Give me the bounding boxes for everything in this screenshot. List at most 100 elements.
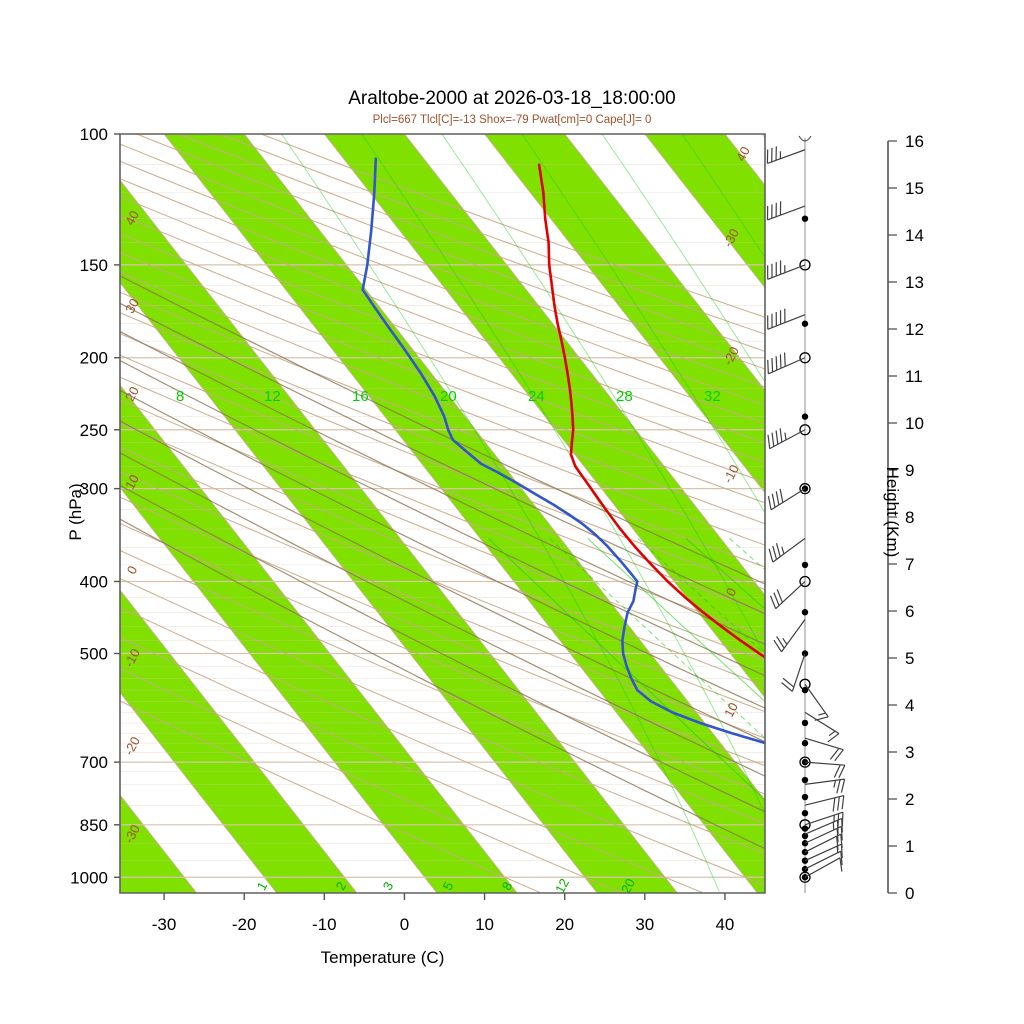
isotherm-line: [120, 134, 678, 893]
wind-barb-shaft: [804, 817, 843, 835]
wind-barb-full: [779, 354, 782, 369]
wind-barb-full: [814, 716, 829, 721]
mixing-ratio-label-mid: 20: [440, 388, 457, 405]
pressure-tick-label: 100: [80, 125, 108, 144]
dry-adiabat: [120, 134, 765, 893]
isotherm-value-label: 40: [733, 144, 753, 164]
dry-adiabat: [120, 134, 765, 893]
wind-level-marker-open: [799, 352, 811, 364]
wind-barb-full: [833, 764, 841, 778]
wind-barb: [773, 619, 806, 653]
wind-barb-full: [837, 813, 840, 828]
temperature-tick-label: -30: [152, 915, 177, 934]
wind-barb-full: [773, 592, 780, 606]
dry-adiabat: [120, 134, 765, 893]
wind-barb-full: [776, 589, 783, 603]
mixing-ratio-line-upper: [521, 134, 765, 892]
wind-barb: [767, 260, 806, 280]
wind-barb-full: [779, 488, 784, 503]
wind-barb: [804, 761, 846, 779]
wind-barb-full: [839, 857, 843, 872]
height-tick-label: 5: [905, 649, 914, 668]
wind-barb: [766, 201, 806, 221]
isotherm-value-label: -10: [720, 462, 742, 486]
wind-barb-full: [771, 432, 775, 447]
wind-barb-full: [771, 357, 774, 372]
height-tick-label: 2: [905, 790, 914, 809]
mixing-ratio-label-bottom: 20: [618, 876, 638, 896]
wind-barb-full: [834, 749, 844, 762]
wind-barb-full: [836, 828, 839, 843]
dry-adiabat: [120, 134, 540, 893]
wind-barb-full: [776, 636, 785, 649]
dry-adiabat: [120, 134, 765, 893]
wind-barb: [804, 843, 843, 862]
pressure-tick-label: 200: [80, 349, 108, 368]
isotherm-line: [644, 134, 765, 893]
height-tick-label: 9: [905, 461, 914, 480]
wind-barb-full: [771, 493, 776, 508]
temperature-tick-label: 20: [555, 915, 574, 934]
wind-barb-shaft: [804, 843, 842, 862]
dry-adiabat: [120, 134, 765, 893]
wind-barb-shaft: [768, 357, 806, 375]
mixing-ratio-line-upper: [843, 134, 1024, 892]
wind-barb-shaft: [804, 683, 829, 718]
dry-adiabat: [120, 134, 765, 893]
wind-barb-full: [782, 677, 795, 688]
moist-adiabat: [120, 134, 765, 893]
dry-adiabat: [120, 134, 765, 893]
wind-barb-shaft: [767, 205, 806, 221]
wind-level-marker-filled: [801, 739, 809, 747]
height-tick-label: 16: [905, 132, 924, 151]
mixing-ratio-line: [637, 538, 765, 893]
wind-barb-full: [781, 682, 793, 692]
y-axis-title: P (hPa): [66, 483, 85, 541]
dry-adiabat: [120, 134, 622, 893]
isotherm-line: [120, 134, 518, 893]
isotherm-band: [120, 134, 518, 893]
wind-barb-full: [775, 491, 780, 506]
dry-adiabat: [120, 134, 765, 893]
wind-barb-full: [767, 434, 771, 449]
wind-level-marker-filled: [801, 561, 809, 569]
dry-adiabat: [120, 134, 765, 893]
wind-barb-full: [840, 851, 843, 866]
wind-level-marker-open: [799, 678, 811, 690]
x-axis-title: Temperature (C): [320, 948, 445, 967]
mixing-ratio-line: [587, 538, 765, 893]
moist-adiabat: [120, 134, 765, 893]
wind-level-marker-filled: [801, 832, 809, 840]
wind-level-marker-open: [799, 482, 811, 495]
wind-barb-shaft: [804, 850, 842, 870]
wind-barb: [804, 778, 846, 794]
wind-barb-shaft: [804, 825, 842, 844]
wind-barb-full: [775, 356, 778, 371]
isotherm-line: [0, 134, 36, 893]
wind-barb-shaft: [775, 581, 806, 610]
wind-barb-full: [829, 748, 840, 760]
wind-barb-shaft: [804, 833, 842, 853]
wind-barb-column: [766, 135, 846, 893]
wind-level-marker-filled: [801, 413, 809, 420]
wind-barb-full: [837, 796, 840, 811]
wind-level-marker-open: [799, 259, 811, 271]
wind-barb-full: [841, 812, 844, 827]
isotherm-band: [965, 134, 1024, 893]
wind-barb-shaft: [791, 653, 806, 692]
moist-adiabat: [120, 134, 765, 893]
plot-frame: [119, 133, 766, 894]
wind-barb-shaft: [804, 811, 844, 826]
mixing-ratio-line: [729, 538, 765, 893]
wind-barb-full: [836, 836, 839, 851]
wind-barb-shaft: [804, 761, 845, 766]
wind-barb: [767, 308, 806, 330]
dry-adiabat: [120, 134, 765, 893]
wind-barb-full: [768, 548, 774, 563]
height-tick-label: 4: [905, 696, 914, 715]
temperature-profile: [537, 163, 765, 777]
mixing-ratio-line-upper: [361, 134, 765, 892]
dry-adiabat: [120, 134, 765, 893]
wind-level-marker-filled: [801, 719, 809, 727]
